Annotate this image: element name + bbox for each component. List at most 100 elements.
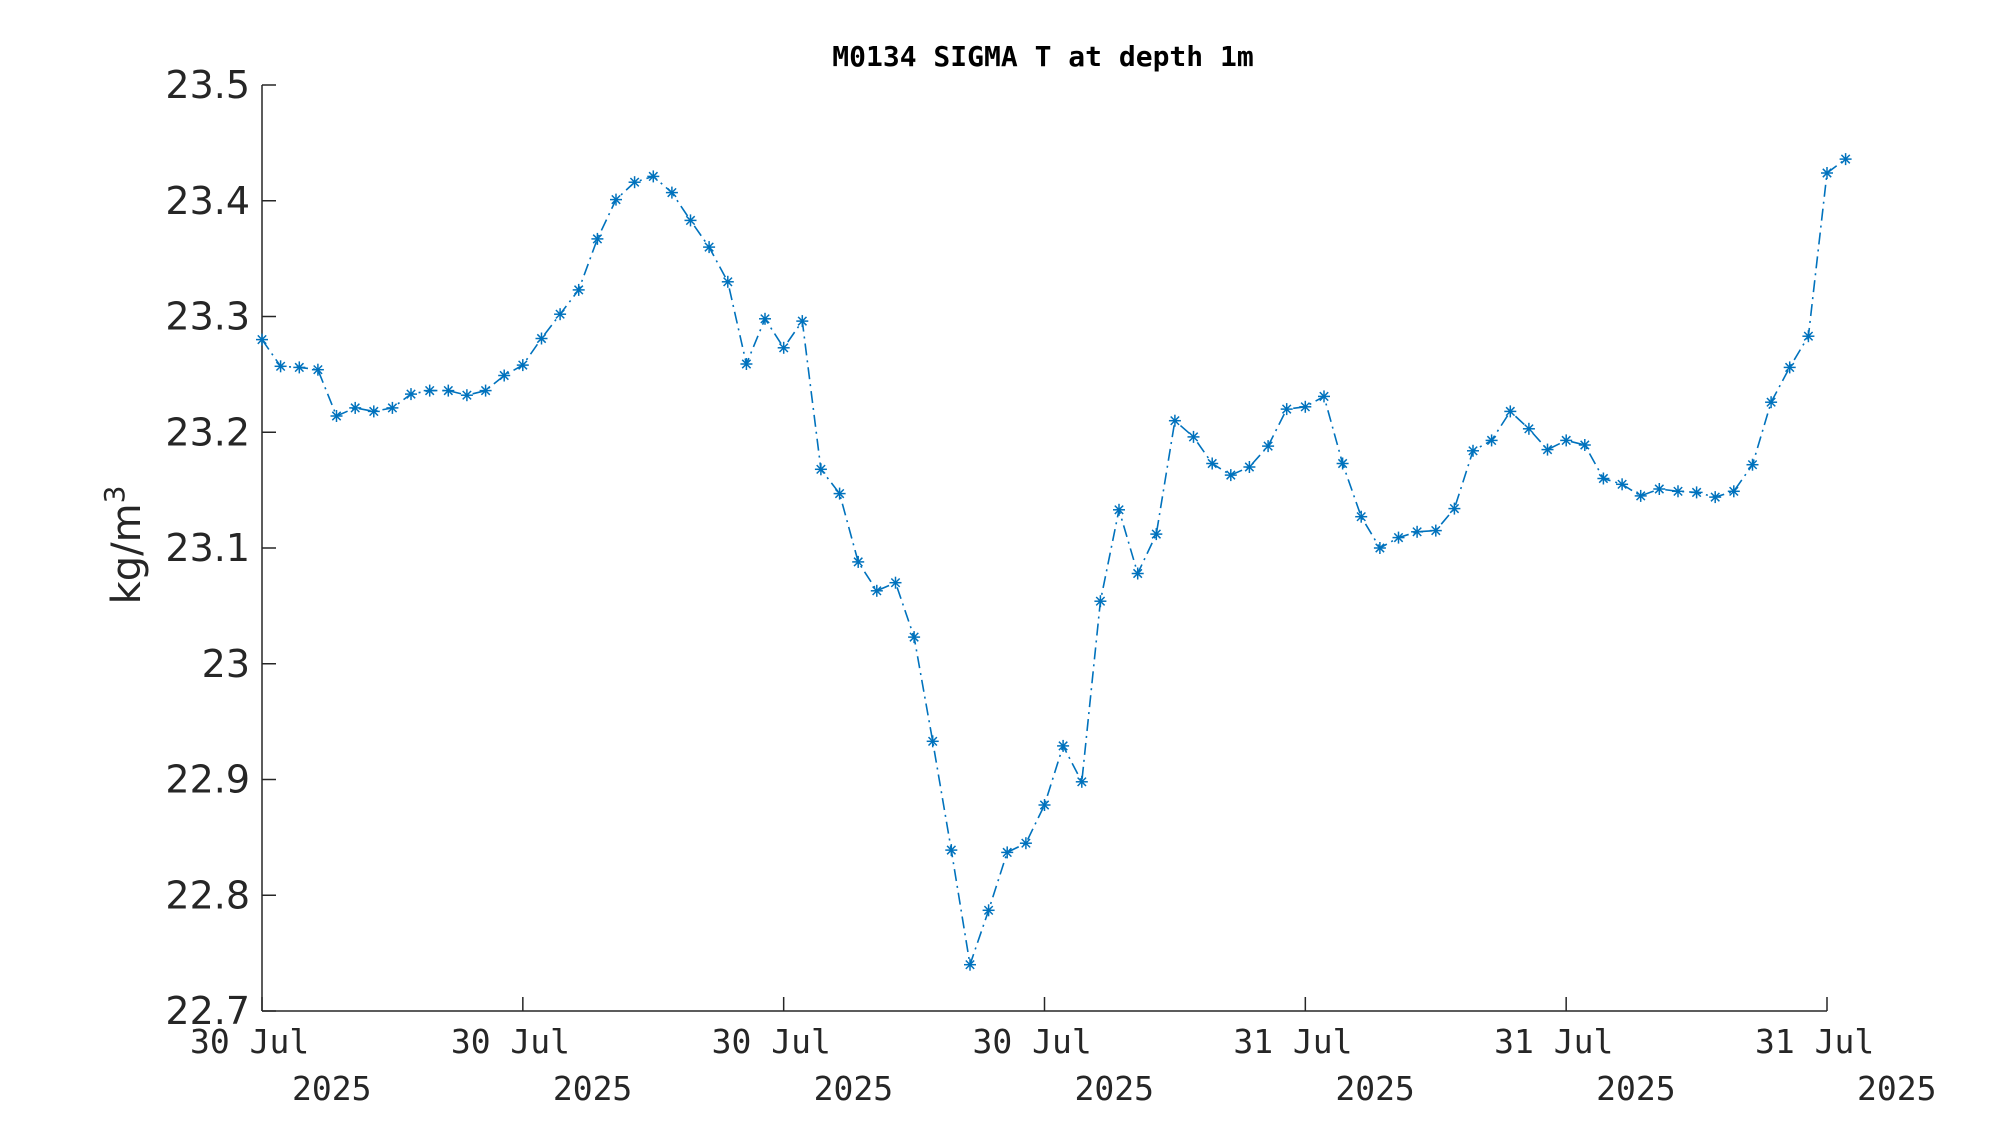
- y-tick-label: 23.1: [165, 526, 250, 570]
- data-point: [1448, 502, 1461, 515]
- data-point: [460, 389, 473, 402]
- y-tick-label: 23: [202, 642, 250, 686]
- data-point: [423, 384, 436, 397]
- data-point: [1019, 837, 1032, 850]
- x-tick-label: 30 Jul 2025: [973, 1022, 1154, 1108]
- x-tick-label: 30 Jul 2025: [190, 1022, 371, 1108]
- data-point: [1597, 472, 1610, 485]
- data-point: [926, 735, 939, 748]
- data-point: [964, 958, 976, 971]
- data-point: [1467, 444, 1479, 457]
- data-point: [703, 241, 716, 254]
- y-tick-label: 22.9: [165, 758, 250, 802]
- data-point: [1168, 414, 1181, 427]
- x-tick-label: 30 Jul 2025: [451, 1022, 632, 1108]
- data-point: [1504, 405, 1517, 418]
- data-point: [1821, 167, 1833, 179]
- data-point: [982, 904, 995, 917]
- data-point: [1429, 524, 1442, 537]
- data-point: [1094, 595, 1107, 608]
- data-point: [1131, 567, 1144, 580]
- data-point: [889, 576, 902, 589]
- data-point: [1355, 510, 1368, 523]
- data-point: [870, 584, 883, 597]
- y-tick-label: 23.5: [165, 63, 250, 107]
- y-axis-label: kg/m3: [98, 486, 150, 605]
- data-point: [684, 214, 697, 227]
- data-point: [814, 463, 827, 476]
- data-point: [256, 333, 268, 346]
- data-point: [1690, 486, 1703, 499]
- data-point: [591, 232, 604, 245]
- data-point: [349, 401, 362, 414]
- data-point: [1634, 489, 1647, 502]
- data-point: [386, 401, 399, 414]
- data-point: [1243, 461, 1256, 473]
- data-point: [1113, 503, 1125, 516]
- data-point: [1522, 422, 1535, 435]
- data-point: [293, 361, 306, 374]
- data-point: [516, 359, 529, 372]
- y-tick-label: 23.4: [165, 179, 250, 223]
- chart-title: M0134 SIGMA T at depth 1m: [832, 40, 1253, 73]
- data-point: [1839, 153, 1852, 166]
- data-point: [833, 487, 846, 500]
- data-point: [1616, 478, 1629, 491]
- data-point: [721, 275, 734, 288]
- data-point: [1709, 491, 1722, 504]
- data-point: [908, 631, 921, 644]
- data-point: [554, 308, 567, 321]
- data-point: [1150, 528, 1163, 541]
- data-point: [1336, 457, 1349, 470]
- y-tick-label: 22.7: [165, 989, 250, 1033]
- data-point: [1001, 846, 1014, 859]
- data-point: [1578, 439, 1591, 451]
- data-point: [405, 388, 417, 401]
- data-point: [1299, 400, 1312, 413]
- data-point: [1262, 440, 1275, 453]
- data-point: [1392, 531, 1405, 544]
- plot-area: [256, 153, 1852, 971]
- data-point: [479, 384, 492, 397]
- data-point: [1485, 434, 1498, 447]
- data-point: [777, 341, 790, 354]
- y-axis-label-unit: kg/m: [104, 503, 150, 604]
- data-point: [1783, 361, 1796, 374]
- data-point: [274, 360, 287, 373]
- data-point: [572, 283, 585, 296]
- data-point: [759, 312, 771, 325]
- data-point: [1802, 330, 1815, 343]
- axes: [261, 85, 1827, 1012]
- y-axis-ticks: 22.7 22.8 22.9 23 23.1 23.2 23.3 23.4 23.5: [165, 63, 276, 1033]
- series-line: [261, 158, 1847, 965]
- data-point: [945, 844, 958, 857]
- data-point: [610, 193, 622, 206]
- data-point: [1746, 458, 1759, 471]
- data-point: [311, 363, 324, 376]
- data-point: [535, 332, 548, 345]
- y-tick-label: 23.3: [165, 295, 250, 339]
- y-tick-label: 23.2: [165, 410, 250, 454]
- x-tick-label: 31 Jul 2025: [1755, 1022, 1936, 1108]
- data-point: [796, 315, 809, 328]
- data-point: [1206, 457, 1219, 470]
- data-point: [1541, 443, 1554, 456]
- data-point: [740, 358, 753, 370]
- data-point: [1560, 434, 1573, 447]
- data-point: [628, 176, 641, 189]
- data-point: [1373, 542, 1386, 554]
- data-point: [852, 555, 865, 568]
- x-tick-label: 30 Jul 2025: [712, 1022, 893, 1108]
- data-point: [1038, 799, 1051, 811]
- y-axis-label-superscript: 3: [98, 486, 131, 504]
- data-point: [1672, 485, 1684, 498]
- data-point: [1075, 775, 1088, 788]
- svg-text:kg/m3: kg/m3: [98, 486, 150, 605]
- data-point: [1411, 525, 1424, 538]
- data-point: [1727, 485, 1740, 498]
- x-tick-label: 31 Jul 2025: [1233, 1022, 1414, 1108]
- data-point: [1280, 403, 1293, 416]
- x-axis-ticks: 30 Jul 2025 30 Jul 2025 30 Jul 2025 30 Jul 2025…: [190, 997, 1936, 1108]
- data-point: [1653, 483, 1666, 495]
